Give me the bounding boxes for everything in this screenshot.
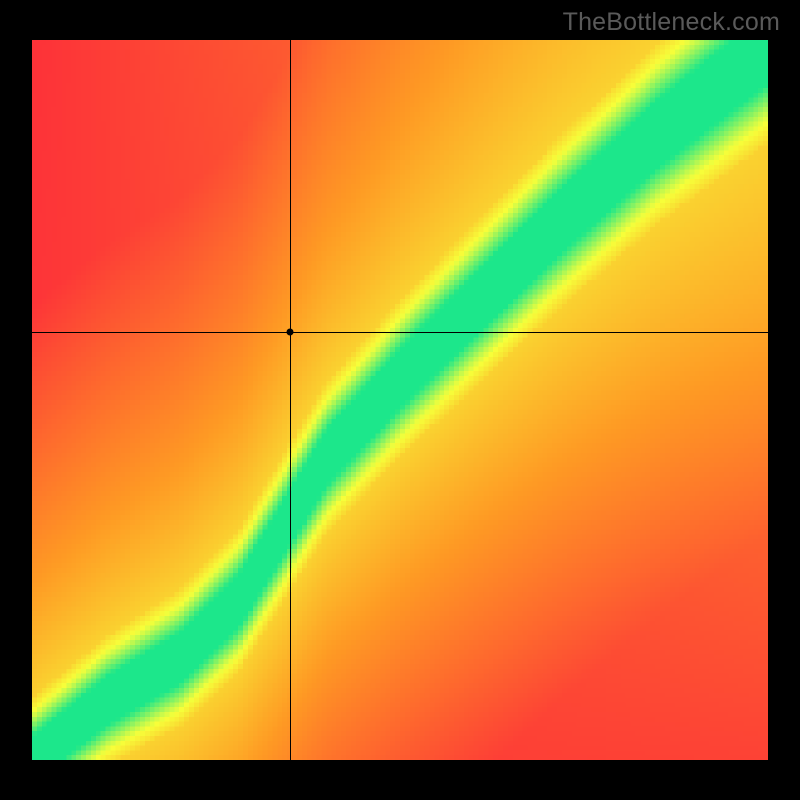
crosshair-horizontal [32, 332, 768, 333]
watermark-text: TheBottleneck.com [563, 8, 780, 37]
plot-area [32, 40, 768, 760]
heatmap-canvas [32, 40, 768, 760]
outer-container: TheBottleneck.com [0, 0, 800, 800]
marker-dot [286, 328, 293, 335]
crosshair-vertical [290, 40, 291, 760]
